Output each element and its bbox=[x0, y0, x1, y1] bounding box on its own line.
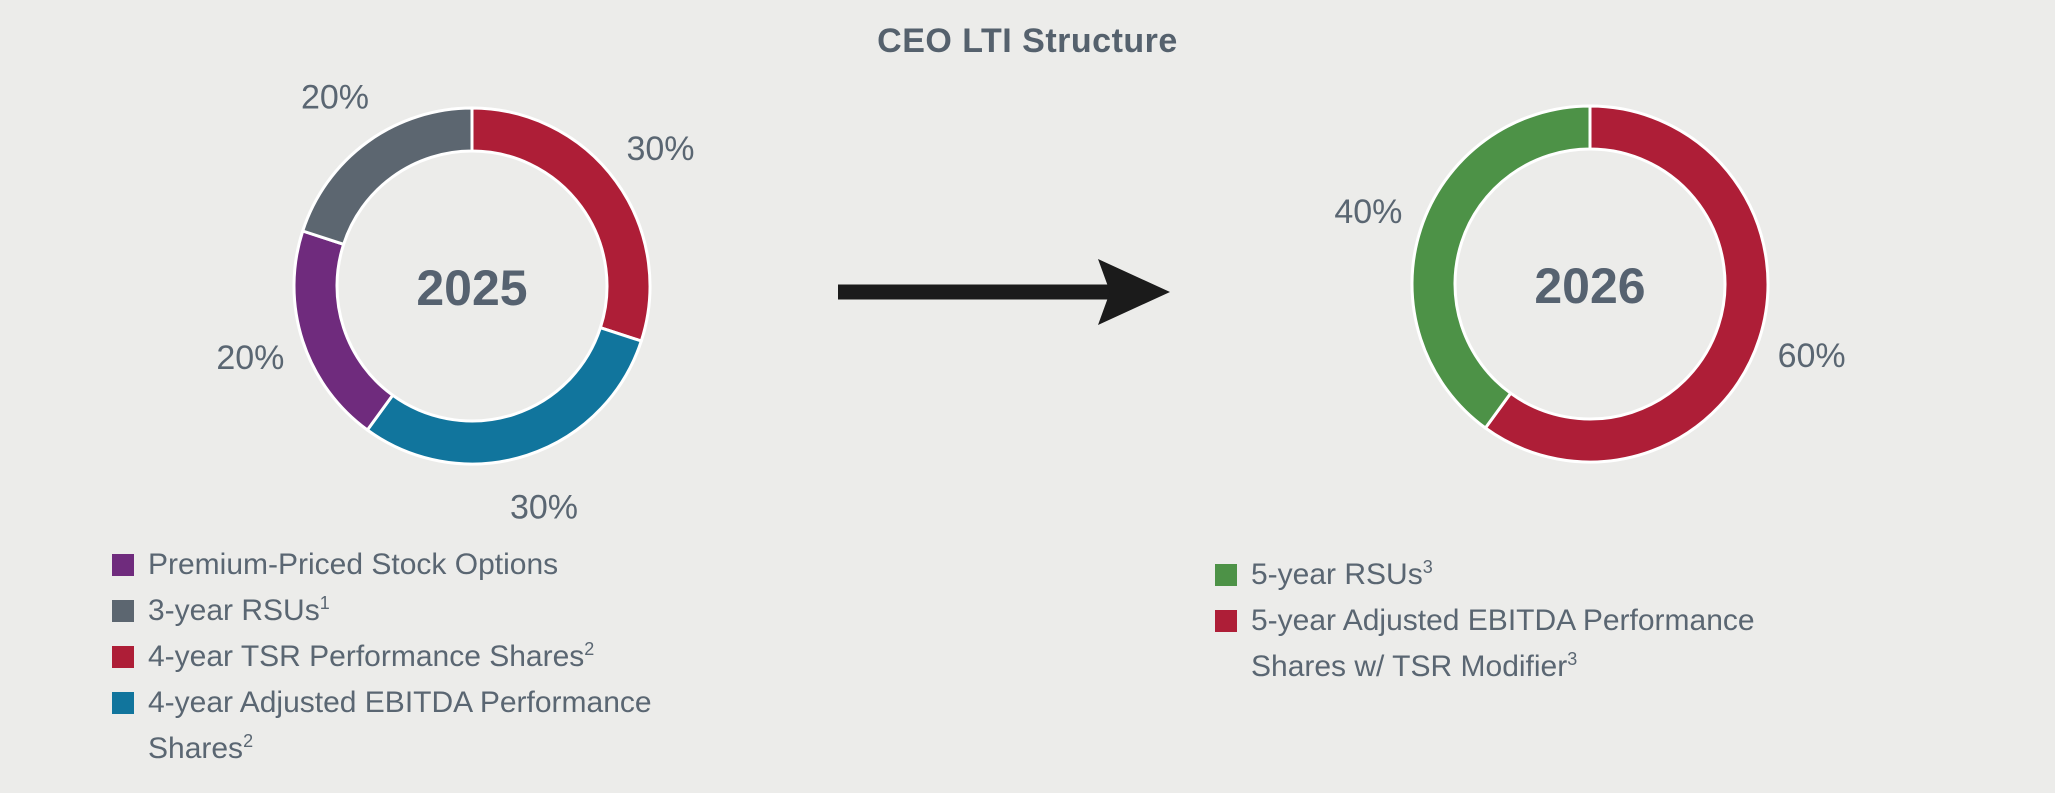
legend-label-text: 4-year TSR Performance Shares bbox=[148, 640, 585, 673]
donut-2025-segment-2 bbox=[292, 229, 395, 432]
legend-item-2025-1: 3-year RSUs1 bbox=[112, 588, 676, 634]
legend-item-2026-1: 5-year Adjusted EBITDA Performance Share… bbox=[1215, 598, 1779, 690]
donut-2025-percent-label-2: 20% bbox=[216, 339, 284, 377]
legend-item-2025-2: 4-year TSR Performance Shares2 bbox=[112, 634, 676, 680]
donut-2026-percent-label-0: 60% bbox=[1778, 337, 1846, 375]
donut-chart-2025: 30% 30% 20% 20% 2025 bbox=[216, 79, 694, 527]
donut-2026-percent-label-1: 40% bbox=[1334, 193, 1402, 231]
donut-2026-segment-0 bbox=[1483, 104, 1770, 464]
donut-2025-percent-label-3: 20% bbox=[301, 79, 369, 117]
legend-label-text: 3-year RSUs bbox=[148, 594, 320, 627]
legend-label: 5-year RSUs3 bbox=[1251, 552, 1433, 598]
legend-item-2025-3: 4-year Adjusted EBITDA Performance Share… bbox=[112, 680, 676, 772]
legend-2025: Premium-Priced Stock Options 3-year RSUs1… bbox=[112, 542, 676, 772]
footnote-superscript: 3 bbox=[1422, 557, 1433, 577]
donut-2025-segment-3 bbox=[301, 106, 474, 246]
legend-swatch bbox=[112, 554, 134, 576]
legend-label-text: 5-year Adjusted EBITDA Performance Share… bbox=[1251, 604, 1755, 683]
footnote-superscript: 2 bbox=[243, 731, 254, 751]
legend-swatch bbox=[112, 692, 134, 714]
legend-label-text: Premium-Priced Stock Options bbox=[148, 548, 559, 581]
legend-label: 3-year RSUs1 bbox=[148, 588, 330, 634]
legend-swatch bbox=[1215, 610, 1237, 632]
donut-chart-2026: 60% 40% 2026 bbox=[1334, 104, 1846, 464]
legend-label: Premium-Priced Stock Options bbox=[148, 542, 558, 588]
donut-2025-year-label: 2025 bbox=[416, 260, 527, 316]
legend-item-2026-0: 5-year RSUs3 bbox=[1215, 552, 1779, 598]
arrow-head bbox=[1098, 259, 1170, 325]
legend-swatch bbox=[112, 600, 134, 622]
figure-title: CEO LTI Structure bbox=[877, 22, 1178, 60]
legend-item-2025-0: Premium-Priced Stock Options bbox=[112, 542, 676, 588]
donut-2026-year-label: 2026 bbox=[1534, 258, 1645, 314]
legend-label: 4-year Adjusted EBITDA Performance Share… bbox=[148, 680, 676, 772]
footnote-superscript: 3 bbox=[1567, 649, 1578, 669]
donut-2025-percent-label-1: 30% bbox=[510, 489, 578, 527]
donut-2025-percent-label-0: 30% bbox=[626, 130, 694, 168]
footnote-superscript: 1 bbox=[319, 593, 330, 613]
legend-label: 5-year Adjusted EBITDA Performance Share… bbox=[1251, 598, 1779, 690]
legend-swatch bbox=[112, 646, 134, 668]
legend-swatch bbox=[1215, 564, 1237, 586]
legend-label-text: 4-year Adjusted EBITDA Performance Share… bbox=[148, 686, 652, 765]
legend-label-text: 5-year RSUs bbox=[1251, 558, 1423, 591]
transition-arrow-icon bbox=[838, 259, 1170, 325]
legend-label: 4-year TSR Performance Shares2 bbox=[148, 634, 594, 680]
donut-2026-segment-1 bbox=[1410, 104, 1592, 430]
footnote-superscript: 2 bbox=[584, 639, 595, 659]
donut-2025-segment-1 bbox=[365, 326, 643, 466]
legend-2026: 5-year RSUs3 5-year Adjusted EBITDA Perfo… bbox=[1215, 552, 1779, 690]
arrow-shaft bbox=[838, 284, 1114, 300]
